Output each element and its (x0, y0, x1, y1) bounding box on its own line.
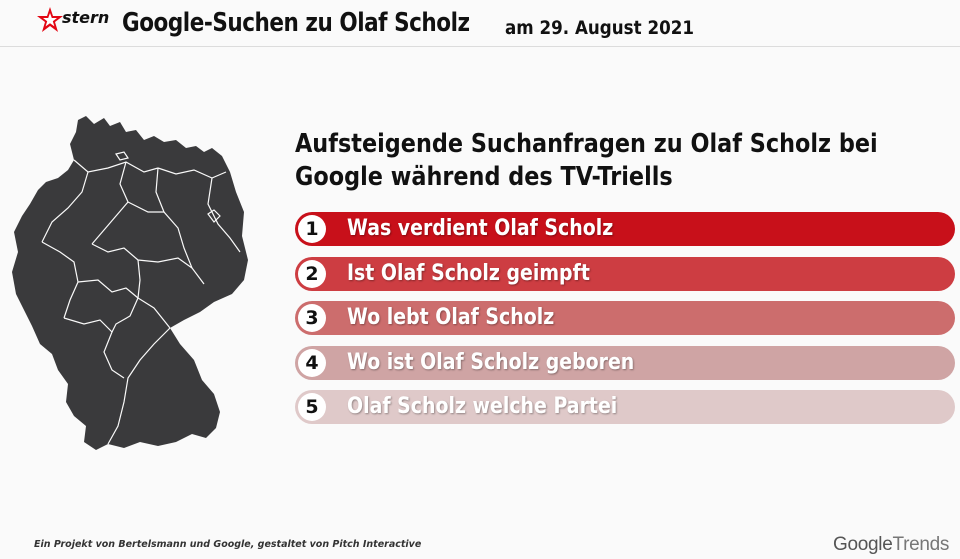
header: stern Google-Suchen zu Olaf Scholz am 29… (0, 0, 960, 47)
chart-title-line-1: Aufsteigende Suchanfragen zu Olaf Scholz… (295, 129, 878, 159)
page-date: am 29. August 2021 (505, 17, 694, 39)
brand-trends: Trends (892, 534, 950, 555)
footer-note: Ein Projekt von Bertelsmann und Google, … (34, 539, 422, 550)
rank-row: 5 Olaf Scholz welche Partei (295, 390, 955, 424)
chart-title-line-2: Google während des TV-Triells (295, 162, 673, 192)
germany-shape (12, 116, 248, 450)
rank-label: Olaf Scholz welche Partei (347, 394, 618, 419)
brand-google: Google (833, 534, 893, 555)
rank-label: Ist Olaf Scholz geimpft (347, 260, 590, 286)
star-icon (37, 7, 63, 32)
germany-map (12, 116, 248, 450)
state-borders (41, 151, 241, 445)
stern-logo: stern (36, 6, 109, 34)
rank-number: 1 (298, 215, 326, 243)
rank-label: Wo lebt Olaf Scholz (347, 305, 555, 330)
rank-number: 3 (298, 304, 326, 332)
rank-row: 1 Was verdient Olaf Scholz (295, 212, 955, 246)
chart-title: Aufsteigende Suchanfragen zu Olaf Scholz… (295, 128, 878, 194)
page-title: Google-Suchen zu Olaf Scholz (122, 8, 470, 38)
rank-label: Was verdient Olaf Scholz (347, 216, 614, 241)
rank-label: Wo ist Olaf Scholz geboren (347, 349, 635, 375)
rank-number: 4 (298, 348, 326, 377)
rank-row: 4 Wo ist Olaf Scholz geboren (295, 345, 955, 380)
rank-row: 2 Ist Olaf Scholz geimpft (295, 256, 955, 291)
logo-text: stern (62, 7, 110, 27)
rank-row: 3 Wo lebt Olaf Scholz (295, 301, 955, 335)
rank-number: 2 (298, 259, 326, 288)
rank-number: 5 (298, 393, 326, 421)
google-trends-logo: GoogleTrends (833, 534, 949, 556)
